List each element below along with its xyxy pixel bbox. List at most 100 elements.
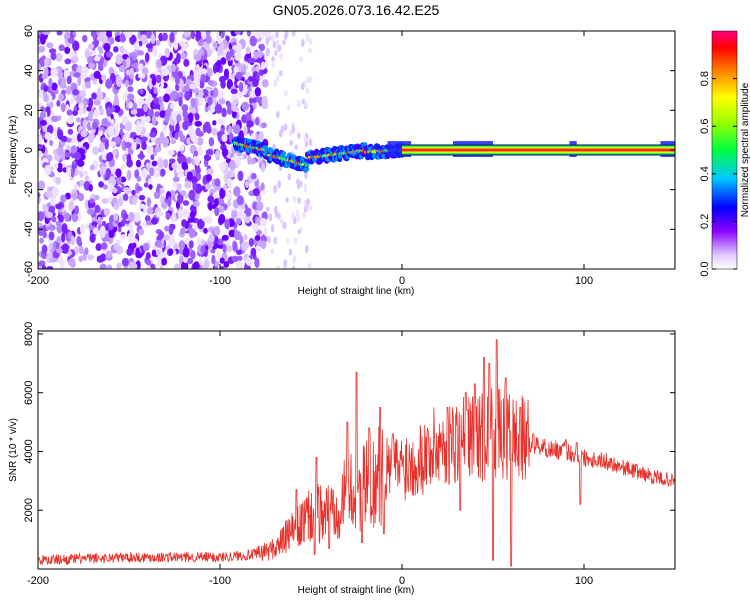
noise-cell	[216, 59, 222, 69]
noise-cell	[220, 57, 227, 65]
noise-cell	[219, 187, 226, 199]
noise-cell	[195, 127, 201, 137]
noise-cell	[92, 146, 100, 156]
noise-cell	[226, 177, 233, 189]
noise-cell	[154, 239, 162, 248]
noise-cell	[48, 205, 56, 214]
noise-cell	[250, 247, 257, 257]
noise-cell	[167, 149, 175, 156]
noise-cell	[99, 263, 107, 269]
noise-cell	[130, 262, 138, 269]
noise-cell	[231, 255, 240, 262]
colorbar-gradient	[711, 30, 738, 270]
noise-cell	[279, 53, 283, 61]
noise-cell	[252, 78, 259, 88]
noise-cell	[184, 193, 190, 199]
noise-cell	[179, 79, 184, 90]
noise-cell	[124, 141, 132, 149]
noise-cell	[219, 162, 227, 172]
colorbar-tick-label: 0.8	[699, 71, 711, 86]
noise-cell	[147, 93, 153, 103]
noise-cell	[212, 87, 219, 98]
noise-cell	[67, 37, 75, 44]
noise-cell	[243, 241, 250, 249]
noise-cell	[98, 64, 103, 71]
noise-cell	[112, 197, 118, 206]
x-tick-label: -100	[209, 275, 231, 287]
noise-cell	[205, 183, 212, 190]
y-tick-label: -20	[23, 182, 35, 198]
noise-cell	[181, 52, 187, 60]
noise-cell	[144, 215, 151, 222]
noise-cell	[44, 164, 52, 176]
noise-cell	[180, 157, 187, 163]
colorbar-ticks: 0.0 0.2 0.4 0.6 0.8	[699, 71, 737, 277]
noise-cell	[151, 115, 157, 125]
noise-cell	[184, 91, 191, 101]
noise-cell	[148, 184, 153, 190]
noise-cell	[43, 84, 49, 93]
noise-cell	[175, 123, 180, 134]
noise-cell	[138, 228, 145, 236]
noise-cell	[108, 230, 115, 239]
noise-cell	[96, 35, 103, 42]
noise-cell	[47, 124, 54, 135]
noise-cell	[66, 75, 72, 85]
noise-cell	[76, 238, 82, 246]
noise-cell	[285, 197, 289, 203]
noise-cell	[303, 136, 308, 143]
noise-cell	[225, 51, 232, 62]
noise-cell	[267, 31, 271, 38]
noise-cell	[60, 102, 66, 113]
noise-cell	[70, 168, 75, 178]
noise-cell	[137, 98, 145, 106]
noise-cell	[252, 187, 260, 197]
noise-cell	[80, 129, 88, 138]
noise-cell	[200, 239, 206, 246]
noise-cell	[138, 108, 145, 117]
noise-cell	[155, 39, 161, 46]
noise-cell	[206, 48, 212, 58]
noise-cell	[193, 54, 202, 62]
y-tick-label: 6000	[23, 380, 35, 404]
noise-cell	[306, 198, 310, 207]
noise-cell	[167, 196, 172, 208]
noise-cell	[250, 132, 256, 142]
noise-cell	[115, 75, 123, 87]
noise-cell	[231, 210, 238, 219]
noise-cell	[248, 237, 254, 247]
noise-cell	[264, 60, 269, 69]
noise-cell	[225, 191, 232, 201]
noise-cell	[283, 259, 288, 265]
noise-cell	[234, 228, 239, 240]
noise-cell	[232, 124, 241, 135]
spectrogram-signal-layer	[231, 135, 675, 173]
noise-cell	[122, 153, 127, 163]
noise-cell	[97, 216, 103, 225]
y-tick-label: 2000	[23, 498, 35, 522]
noise-cell	[116, 262, 122, 269]
noise-cell	[305, 87, 310, 94]
noise-cell	[56, 162, 64, 173]
noise-cell	[212, 63, 217, 74]
noise-cell	[55, 176, 61, 185]
noise-cell	[182, 209, 190, 218]
noise-cell	[190, 106, 197, 114]
noise-cell	[183, 31, 191, 38]
noise-cell	[110, 119, 115, 125]
noise-cell	[94, 194, 100, 201]
noise-cell	[287, 172, 292, 181]
spectrogram-x-ticks: -200 -100 0 100	[27, 31, 593, 287]
x-tick-label: -200	[27, 275, 49, 287]
noise-cell	[145, 259, 152, 266]
noise-cell	[50, 257, 57, 263]
noise-cell	[180, 227, 186, 235]
noise-cell	[291, 31, 296, 37]
noise-cell	[159, 110, 166, 118]
noise-cell	[67, 128, 74, 135]
noise-cell	[70, 145, 78, 154]
noise-cell	[155, 74, 162, 84]
noise-cell	[207, 96, 213, 106]
noise-cell	[200, 31, 207, 38]
